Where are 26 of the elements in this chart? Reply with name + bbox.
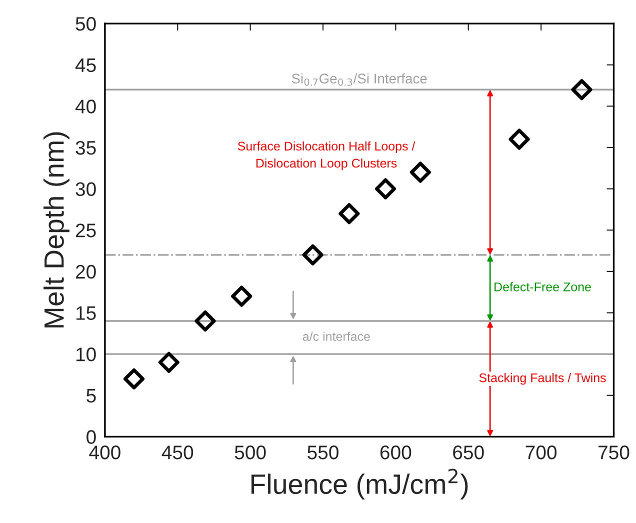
x-tick-label: 700: [526, 446, 557, 460]
y-tick-label: 35: [76, 140, 96, 155]
y-tick-label: 45: [75, 58, 96, 72]
y-tick-label: 10: [76, 348, 96, 362]
annotation: Defect-Free Zone: [494, 282, 591, 292]
x-axis-title: Fluence (mJ/cm$^{2}$): [251, 468, 468, 500]
x-tick-label: 600: [380, 446, 412, 460]
y-axis-title: Melt Depth (nm): [44, 132, 70, 328]
annotation: a/c interface: [302, 332, 370, 341]
y-tick-label: 25: [76, 224, 96, 238]
y-tick-label: 5: [86, 389, 96, 403]
x-tick-label: 650: [453, 446, 484, 460]
annotation: Surface Dislocation Half Loops / Dislocation Loop Clusters: [238, 141, 416, 170]
y-tick-label: 20: [76, 264, 96, 279]
x-tick-label: 400: [89, 446, 120, 460]
annotation: Stacking Faults / Twins: [479, 373, 606, 385]
y-tick-label: 50: [76, 17, 96, 31]
y-tick-label: 0: [86, 430, 96, 444]
x-tick-label: 550: [308, 446, 338, 460]
y-tick-label: 40: [75, 100, 96, 114]
y-tick-label: 30: [76, 182, 96, 196]
ref-line-label: Si$_{0.7}$Ge$_{0.3}$/Si Interface: [292, 73, 427, 86]
x-tick-label: 500: [234, 446, 266, 460]
x-tick-label: 450: [162, 446, 194, 460]
y-tick-label: 15: [76, 306, 96, 320]
x-tick-label: 750: [598, 446, 630, 460]
